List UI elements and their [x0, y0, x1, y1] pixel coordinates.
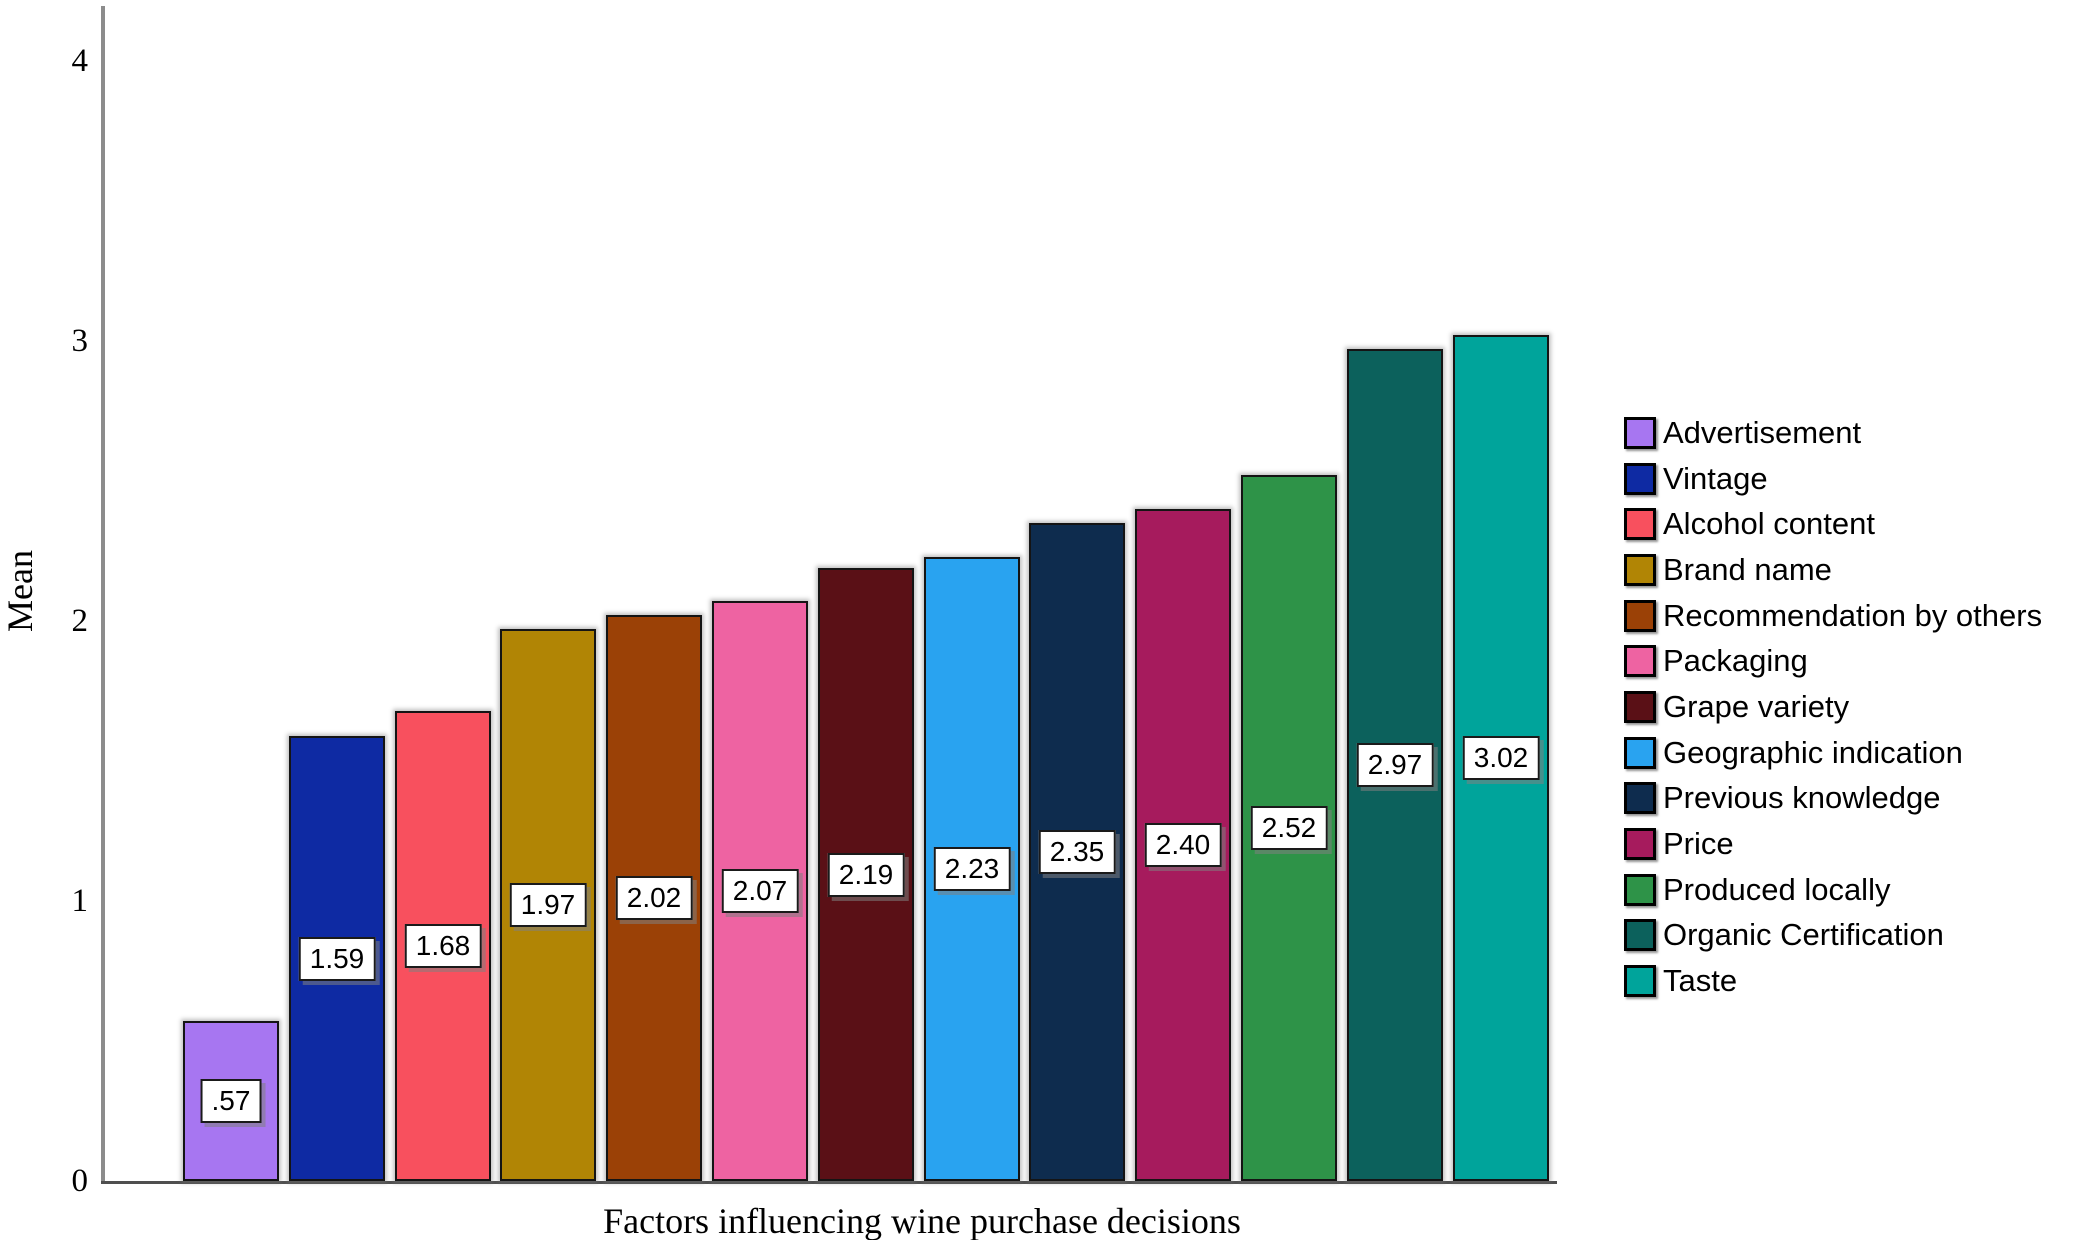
legend-label-organic-certification: Organic Certification — [1663, 917, 1944, 953]
legend-item-alcohol-content: Alcohol content — [1624, 504, 1875, 544]
legend-swatch-brand-name — [1624, 553, 1656, 586]
value-label-previous-knowledge: 2.35 — [1038, 830, 1116, 874]
value-label-advertisement: .57 — [200, 1079, 262, 1123]
x-axis-line — [101, 1181, 1557, 1184]
legend-item-produced-locally: Produced locally — [1624, 870, 1890, 910]
legend-swatch-geographic-indication — [1624, 736, 1656, 769]
legend-label-grape-variety: Grape variety — [1663, 688, 1850, 724]
legend-label-previous-knowledge: Previous knowledge — [1663, 780, 1941, 816]
legend-label-produced-locally: Produced locally — [1663, 871, 1891, 907]
value-label-vintage: 1.59 — [298, 936, 376, 981]
y-axis-line — [101, 6, 105, 1183]
legend-label-geographic-indication: Geographic indication — [1663, 734, 1963, 770]
legend-swatch-vintage — [1624, 462, 1656, 495]
y-tick-3: 3 — [71, 323, 89, 359]
legend-label-brand-name: Brand name — [1663, 551, 1832, 587]
value-label-taste: 3.02 — [1462, 736, 1540, 780]
legend-label-vintage: Vintage — [1663, 460, 1768, 496]
value-label-produced-locally: 2.52 — [1250, 806, 1328, 850]
legend-item-vintage: Vintage — [1624, 459, 1768, 499]
legend-item-organic-certification: Organic Certification — [1624, 915, 1944, 955]
value-label-geographic-indication: 2.23 — [933, 847, 1011, 891]
y-tick-2: 2 — [71, 603, 89, 639]
value-label-price: 2.40 — [1144, 823, 1222, 867]
legend-label-taste: Taste — [1663, 962, 1738, 998]
legend-swatch-taste — [1624, 964, 1656, 997]
value-label-organic-certification: 2.97 — [1356, 743, 1434, 787]
legend-item-previous-knowledge: Previous knowledge — [1624, 778, 1940, 818]
legend-swatch-previous-knowledge — [1624, 782, 1656, 815]
legend-item-advertisement: Advertisement — [1624, 413, 1861, 453]
value-label-recommendation-by-others: 2.02 — [615, 876, 693, 920]
legend-swatch-recommendation-by-others — [1624, 599, 1656, 632]
legend-swatch-grape-variety — [1624, 690, 1656, 723]
legend-swatch-organic-certification — [1624, 919, 1656, 952]
x-axis-title: Factors influencing wine purchase decisi… — [603, 1201, 1241, 1240]
legend-item-packaging: Packaging — [1624, 641, 1808, 681]
legend-label-price: Price — [1663, 825, 1734, 861]
y-tick-1: 1 — [71, 883, 89, 919]
legend-item-taste: Taste — [1624, 961, 1737, 1001]
value-label-packaging: 2.07 — [721, 869, 799, 913]
y-tick-4: 4 — [71, 43, 89, 79]
legend-swatch-price — [1624, 827, 1656, 860]
legend-swatch-produced-locally — [1624, 873, 1656, 906]
legend-label-packaging: Packaging — [1663, 643, 1808, 679]
legend-label-recommendation-by-others: Recommendation by others — [1663, 597, 2043, 633]
legend-item-price: Price — [1624, 824, 1734, 864]
legend-item-recommendation-by-others: Recommendation by others — [1624, 596, 2042, 636]
legend-swatch-packaging — [1624, 645, 1656, 678]
value-label-grape-variety: 2.19 — [827, 852, 905, 897]
legend-item-geographic-indication: Geographic indication — [1624, 733, 1963, 773]
y-tick-0: 0 — [71, 1163, 89, 1199]
legend-swatch-advertisement — [1624, 417, 1656, 449]
legend-item-grape-variety: Grape variety — [1624, 687, 1849, 727]
value-label-brand-name: 1.97 — [509, 883, 587, 927]
legend-label-alcohol-content: Alcohol content — [1663, 506, 1875, 542]
value-label-alcohol-content: 1.68 — [404, 924, 482, 968]
legend-swatch-alcohol-content — [1624, 508, 1656, 541]
legend-item-brand-name: Brand name — [1624, 550, 1832, 590]
legend-label-advertisement: Advertisement — [1663, 415, 1862, 450]
